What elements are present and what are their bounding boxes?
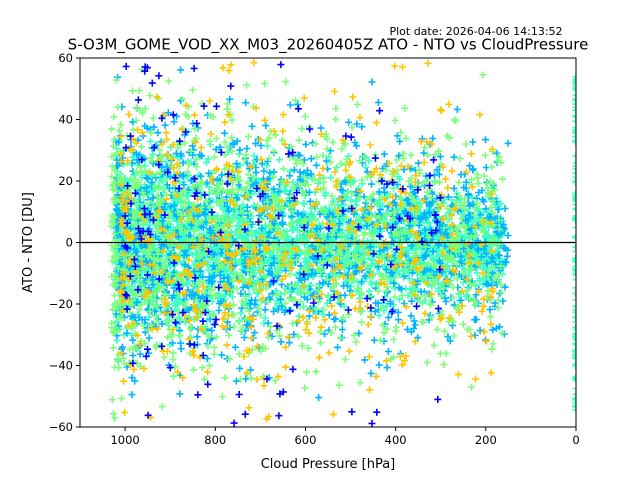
series-orange-yellow-points — [117, 59, 497, 423]
x-tick-label: 0 — [572, 433, 579, 447]
y-axis: −60 −40 −20 0 20 40 60 — [49, 51, 80, 434]
y-tick-label: 20 — [58, 174, 73, 188]
x-axis-label: Cloud Pressure [hPa] — [261, 457, 396, 472]
series-blue-outliers-points — [121, 61, 444, 427]
y-axis-label: ATO - NTO [DU] — [21, 192, 36, 293]
data-points — [108, 59, 576, 427]
y-tick-label: −20 — [49, 297, 73, 311]
chart-title: S-O3M_GOME_VOD_XX_M03_20260405Z ATO - NT… — [68, 36, 589, 55]
y-tick-label: 60 — [58, 51, 73, 65]
x-tick-label: 400 — [385, 433, 407, 447]
plot-date: Plot date: 2026-04-06 14:13:52 — [389, 25, 562, 38]
x-tick-label: 1000 — [110, 433, 139, 447]
y-tick-label: −40 — [49, 359, 73, 373]
y-tick-label: 0 — [66, 236, 73, 250]
series-light-green-points — [108, 65, 507, 422]
y-tick-label: −60 — [49, 420, 73, 434]
y-tick-label: 40 — [58, 113, 73, 127]
x-tick-label: 800 — [204, 433, 226, 447]
x-tick-label: 600 — [294, 433, 316, 447]
x-tick-label: 200 — [475, 433, 497, 447]
x-axis: 1000 800 600 400 200 0 — [110, 427, 580, 447]
